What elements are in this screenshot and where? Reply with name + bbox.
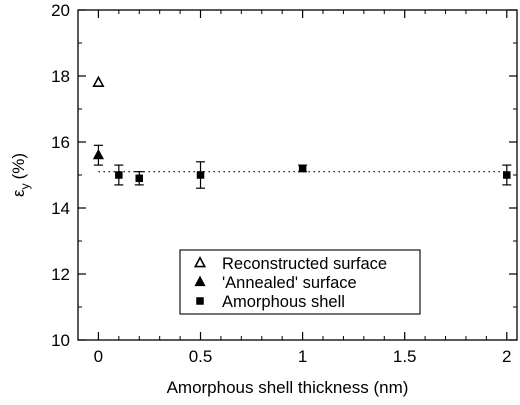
- marker-layer: [92, 75, 511, 183]
- legend-marker-amorphous-shell: [196, 297, 204, 305]
- data-point-amorphous-shell: [135, 174, 144, 183]
- x-tick-label: 1.5: [393, 347, 417, 366]
- y-tick-label: 12: [51, 265, 70, 284]
- legend-label-annealed-surface: 'Annealed' surface: [222, 274, 357, 292]
- y-axis-label: εy (%): [9, 153, 32, 197]
- y-tick-label: 14: [51, 199, 70, 218]
- legend-marker-reconstructed-surface: [193, 256, 207, 268]
- legend-box: [179, 249, 421, 315]
- tick-label-layer: 0 0.5 1 1.5 2 10 12 14 16 18 20: [51, 1, 511, 366]
- data-point-amorphous-shell: [503, 171, 511, 179]
- y-tick-label: 10: [51, 331, 70, 350]
- y-axis-label-symbol: ε: [9, 189, 28, 197]
- legend: Reconstructed surface'Annealed' surfaceA…: [179, 249, 421, 315]
- x-tick-label: 0: [94, 347, 103, 366]
- y-axis-label-subscript: y: [18, 183, 32, 189]
- data-point-amorphous-shell: [115, 171, 123, 179]
- legend-label-reconstructed-surface: Reconstructed surface: [222, 255, 387, 273]
- x-tick-label: 2: [502, 347, 511, 366]
- data-point-annealed-surface: [92, 148, 105, 160]
- x-tick-label: 1: [298, 347, 307, 366]
- y-tick-label: 16: [51, 133, 70, 152]
- legend-label-amorphous-shell: Amorphous shell: [222, 293, 345, 311]
- x-axis-label: Amorphous shell thickness (nm): [167, 378, 409, 397]
- y-axis-label-unit: (%): [9, 153, 28, 179]
- x-tick-label: 0.5: [189, 347, 213, 366]
- y-tick-label: 18: [51, 67, 70, 86]
- data-point-amorphous-shell: [196, 171, 205, 179]
- data-point-reconstructed-surface: [92, 75, 105, 87]
- data-point-amorphous-shell: [298, 164, 307, 173]
- legend-marker-annealed-surface: [194, 275, 206, 287]
- tick-layer: [78, 9, 517, 341]
- y-tick-label: 20: [51, 1, 70, 20]
